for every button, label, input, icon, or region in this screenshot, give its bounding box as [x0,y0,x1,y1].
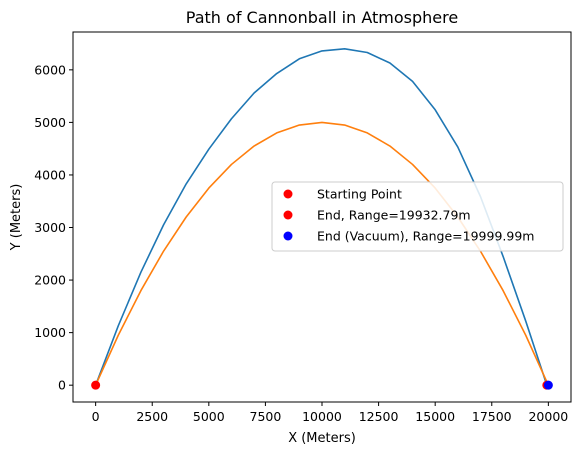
y-tick-label: 1000 [34,325,66,340]
legend: Starting Point End, Range=19932.79m End (V… [271,181,564,252]
x-tick-label: 7500 [250,409,282,424]
y-tick-label: 4000 [34,167,66,182]
y-tick-label: 5000 [34,115,66,130]
x-tick-label: 5000 [193,409,225,424]
legend-marker [283,189,293,199]
x-tick-label: 12500 [359,409,399,424]
x-tick-label: 10000 [302,409,342,424]
y-tick-label: 3000 [34,220,66,235]
legend-label: End (Vacuum), Range=19999.99m [317,229,534,244]
legend-box [271,181,564,252]
series-line-1 [94,121,550,386]
x-tick-label: 17500 [472,409,512,424]
scatter-point-2 [91,380,101,390]
legend-label: Starting Point [317,187,402,202]
x-tick-label: 20000 [528,409,568,424]
chart-title: Path of Cannonball in Atmosphere [186,8,458,27]
legend-marker [283,210,293,220]
y-tick-label: 2000 [34,273,66,288]
y-axis-label: Y (Meters) [9,184,24,252]
x-axis-label: X (Meters) [288,431,356,446]
x-tick-label: 2500 [136,409,168,424]
x-tick-label: 15000 [415,409,455,424]
y-axis: 0 1000 2000 3000 4000 5000 6000 [34,62,73,393]
series-line-0 [94,48,548,386]
legend-marker [283,231,293,241]
y-tick-label: 0 [58,378,66,393]
y-tick-label: 6000 [34,62,66,77]
scatter-point-4 [543,380,553,390]
x-axis: 0 2500 5000 7500 10000 12500 15000 17500 20000 [92,402,568,424]
legend-label: End, Range=19932.79m [317,208,471,223]
x-tick-label: 0 [92,409,100,424]
